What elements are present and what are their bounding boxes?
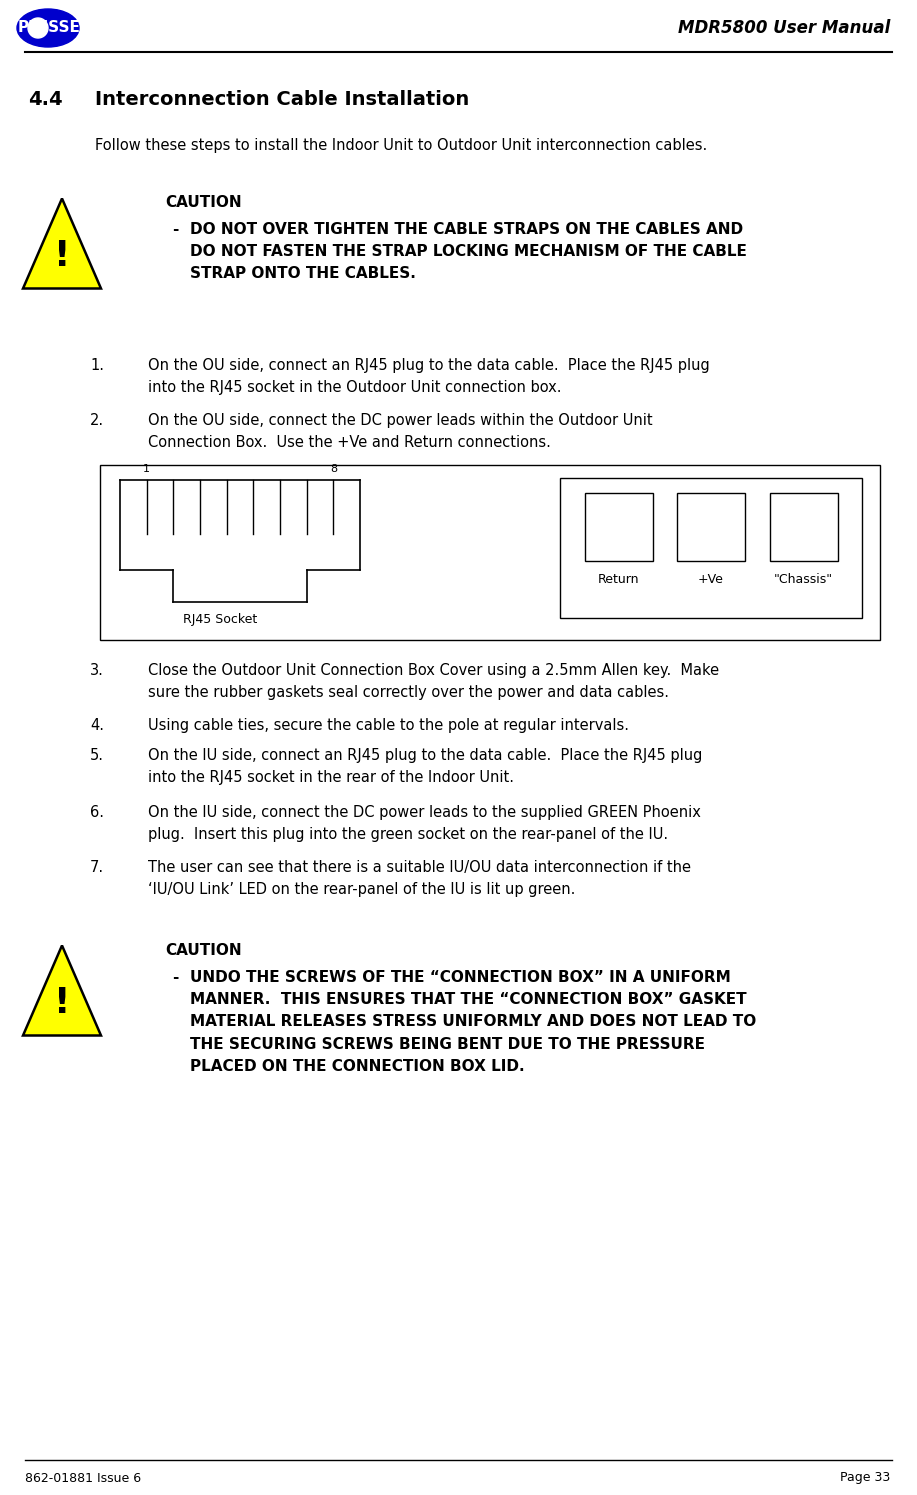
Text: "Chassis": "Chassis" [774, 573, 833, 586]
Text: On the IU side, connect an RJ45 plug to the data cable.  Place the RJ45 plug
int: On the IU side, connect an RJ45 plug to … [148, 748, 702, 785]
Text: !: ! [54, 987, 71, 1020]
Text: 2.: 2. [90, 413, 105, 428]
Text: CAUTION: CAUTION [165, 194, 241, 209]
Text: 862-01881 Issue 6: 862-01881 Issue 6 [25, 1471, 141, 1485]
Text: RJ45 Socket: RJ45 Socket [182, 613, 257, 626]
Ellipse shape [28, 18, 48, 37]
Text: 4.: 4. [90, 718, 104, 733]
Text: Interconnection Cable Installation: Interconnection Cable Installation [95, 90, 470, 109]
Text: MDR5800 User Manual: MDR5800 User Manual [678, 19, 890, 37]
Text: On the IU side, connect the DC power leads to the supplied GREEN Phoenix
plug.  : On the IU side, connect the DC power lea… [148, 804, 701, 842]
Text: 6.: 6. [90, 804, 104, 819]
Ellipse shape [17, 9, 79, 46]
Bar [677, 493, 745, 561]
Text: 1: 1 [143, 463, 150, 474]
Text: Page 33: Page 33 [840, 1471, 890, 1485]
Text: 5.: 5. [90, 748, 104, 762]
Text: +Ve: +Ve [698, 573, 724, 586]
Text: Using cable ties, secure the cable to the pole at regular intervals.: Using cable ties, secure the cable to th… [148, 718, 629, 733]
Text: The user can see that there is a suitable IU/OU data interconnection if the
‘IU/: The user can see that there is a suitabl… [148, 860, 691, 897]
Bar [769, 493, 837, 561]
Text: -: - [172, 970, 179, 985]
Text: !: ! [54, 239, 71, 274]
Bar [560, 478, 862, 617]
Text: 7.: 7. [90, 860, 105, 875]
Text: CAUTION: CAUTION [165, 943, 241, 958]
Text: 3.: 3. [90, 662, 104, 679]
Text: DO NOT OVER TIGHTEN THE CABLE STRAPS ON THE CABLES AND
DO NOT FASTEN THE STRAP L: DO NOT OVER TIGHTEN THE CABLE STRAPS ON … [190, 221, 746, 281]
Text: Return: Return [598, 573, 639, 586]
Polygon shape [23, 945, 101, 1036]
Text: 4.4: 4.4 [28, 90, 62, 109]
Text: On the OU side, connect an RJ45 plug to the data cable.  Place the RJ45 plug
int: On the OU side, connect an RJ45 plug to … [148, 357, 710, 395]
Polygon shape [23, 199, 101, 289]
Bar [100, 465, 880, 640]
Text: -: - [172, 221, 179, 238]
Text: UNDO THE SCREWS OF THE “CONNECTION BOX” IN A UNIFORM
MANNER.  THIS ENSURES THAT : UNDO THE SCREWS OF THE “CONNECTION BOX” … [190, 970, 757, 1073]
Text: Close the Outdoor Unit Connection Box Cover using a 2.5mm Allen key.  Make
sure : Close the Outdoor Unit Connection Box Co… [148, 662, 719, 700]
Text: PLESSEY: PLESSEY [18, 21, 92, 36]
Text: Follow these steps to install the Indoor Unit to Outdoor Unit interconnection ca: Follow these steps to install the Indoor… [95, 138, 707, 152]
Text: 1.: 1. [90, 357, 104, 372]
Text: On the OU side, connect the DC power leads within the Outdoor Unit
Connection Bo: On the OU side, connect the DC power lea… [148, 413, 653, 450]
Bar [584, 493, 653, 561]
Text: 8: 8 [330, 463, 337, 474]
